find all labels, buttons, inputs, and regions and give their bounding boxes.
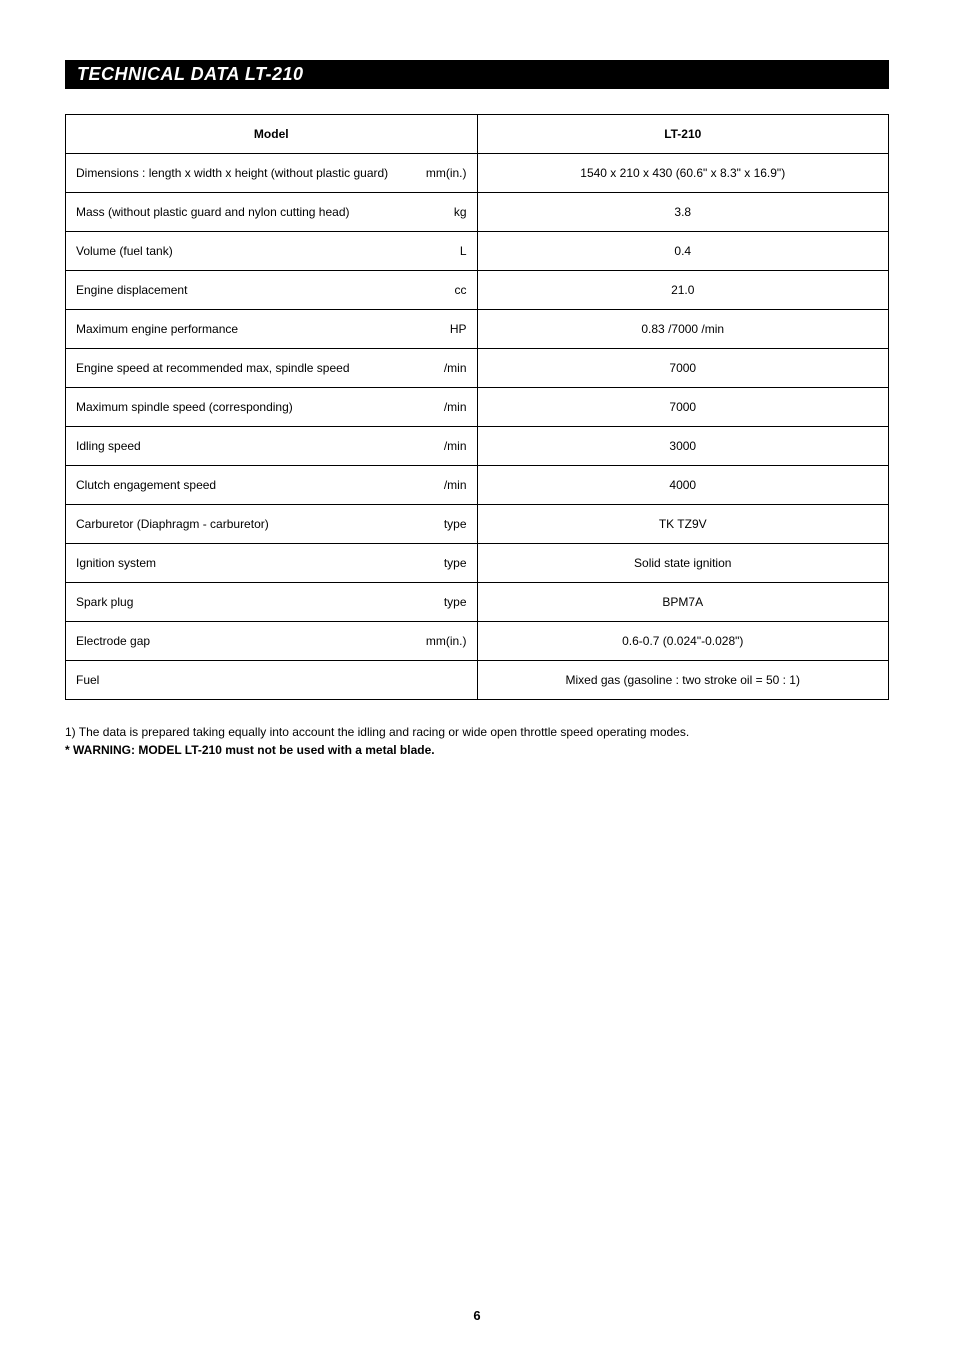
table-cell-label: Engine speed at recommended max, spindle…: [66, 349, 478, 388]
spec-table: Model LT-210 Dimensions : length x width…: [65, 114, 889, 700]
table-row: Volume (fuel tank) L 0.4: [66, 232, 889, 271]
table-cell-label: Volume (fuel tank) L: [66, 232, 478, 271]
table-row: Mass (without plastic guard and nylon cu…: [66, 193, 889, 232]
spec-unit: cc: [455, 283, 467, 297]
spec-label: Volume (fuel tank): [76, 244, 173, 258]
spec-unit: type: [444, 556, 467, 570]
table-row: Fuel Mixed gas (gasoline : two stroke oil…: [66, 661, 889, 700]
spec-unit: mm(in.): [426, 634, 467, 648]
table-row: Maximum spindle speed (corresponding) /mi…: [66, 388, 889, 427]
table-body: Dimensions : length x width x height (wi…: [66, 154, 889, 700]
spec-label: Carburetor (Diaphragm - carburetor): [76, 517, 269, 531]
table-cell-label: Clutch engagement speed/min: [66, 466, 478, 505]
table-cell-value: 0.6-0.7 (0.024"-0.028"): [477, 622, 889, 661]
spec-label: Engine speed at recommended max, spindle…: [76, 361, 350, 375]
table-cell-value: 3000: [477, 427, 889, 466]
table-cell-label: Dimensions : length x width x height (wi…: [66, 154, 478, 193]
table-row: Clutch engagement speed/min4000: [66, 466, 889, 505]
table-header-label: Model: [66, 115, 478, 154]
table-cell-label: Mass (without plastic guard and nylon cu…: [66, 193, 478, 232]
table-cell-value: 0.4: [477, 232, 889, 271]
footnote-text: 1) The data is prepared taking equally i…: [65, 725, 889, 739]
table-cell-value: 7000: [477, 388, 889, 427]
table-cell-value: BPM7A: [477, 583, 889, 622]
spec-label: Spark plug: [76, 595, 133, 609]
spec-unit: /min: [444, 361, 467, 375]
table-cell-label: Maximum spindle speed (corresponding) /mi…: [66, 388, 478, 427]
table-row: Spark plug type BPM7A: [66, 583, 889, 622]
table-cell-label: Fuel: [66, 661, 478, 700]
table-cell-value: 7000: [477, 349, 889, 388]
section-heading: TECHNICAL DATA LT-210: [65, 60, 889, 89]
table-cell-value: 0.83 /7000 /min: [477, 310, 889, 349]
table-row: Engine displacement cc 21.0: [66, 271, 889, 310]
spec-label: Maximum spindle speed (corresponding): [76, 400, 293, 414]
table-header-value: LT-210: [477, 115, 889, 154]
table-row: Dimensions : length x width x height (wi…: [66, 154, 889, 193]
table-cell-label: Carburetor (Diaphragm - carburetor) type: [66, 505, 478, 544]
spec-label: Fuel: [76, 673, 99, 687]
spec-label: Idling speed: [76, 439, 141, 453]
table-cell-value: 1540 x 210 x 430 (60.6" x 8.3" x 16.9"): [477, 154, 889, 193]
table-row: Electrode gap mm(in.) 0.6-0.7 (0.024"-0.02…: [66, 622, 889, 661]
table-row: Idling speed/min3000: [66, 427, 889, 466]
spec-label: Mass (without plastic guard and nylon cu…: [76, 205, 350, 219]
spec-label: Maximum engine performance: [76, 322, 238, 336]
spec-label: Dimensions : length x width x height (wi…: [76, 166, 388, 180]
spec-label: Engine displacement: [76, 283, 187, 297]
spec-unit: L: [460, 244, 467, 258]
table-cell-label: Engine displacement cc: [66, 271, 478, 310]
table-cell-value: TK TZ9V: [477, 505, 889, 544]
table-row: Engine speed at recommended max, spindle…: [66, 349, 889, 388]
table-row: Carburetor (Diaphragm - carburetor) type T…: [66, 505, 889, 544]
table-cell-label: Ignition system type: [66, 544, 478, 583]
spec-unit: HP: [450, 322, 467, 336]
table-cell-label: Idling speed/min: [66, 427, 478, 466]
spec-label: Ignition system: [76, 556, 156, 570]
table-cell-value: Mixed gas (gasoline : two stroke oil = 5…: [477, 661, 889, 700]
page-number: 6: [0, 1308, 954, 1323]
spec-unit: type: [444, 517, 467, 531]
table-cell-value: 3.8: [477, 193, 889, 232]
table-row: Ignition system type Solid state ignition: [66, 544, 889, 583]
warning-text: * WARNING: MODEL LT-210 must not be used…: [65, 743, 889, 757]
spec-label: Electrode gap: [76, 634, 150, 648]
table-cell-label: Spark plug type: [66, 583, 478, 622]
table-cell-value: Solid state ignition: [477, 544, 889, 583]
spec-unit: mm(in.): [426, 166, 467, 180]
spec-unit: /min: [444, 400, 467, 414]
table-cell-label: Maximum engine performance HP: [66, 310, 478, 349]
spec-unit: /min: [444, 439, 467, 453]
table-cell-value: 4000: [477, 466, 889, 505]
spec-label: Clutch engagement speed: [76, 478, 216, 492]
spec-unit: type: [444, 595, 467, 609]
table-cell-label: Electrode gap mm(in.): [66, 622, 478, 661]
spec-unit: /min: [444, 478, 467, 492]
table-row: Maximum engine performance HP 0.83 /7000 /…: [66, 310, 889, 349]
table-cell-value: 21.0: [477, 271, 889, 310]
spec-unit: kg: [454, 205, 467, 219]
